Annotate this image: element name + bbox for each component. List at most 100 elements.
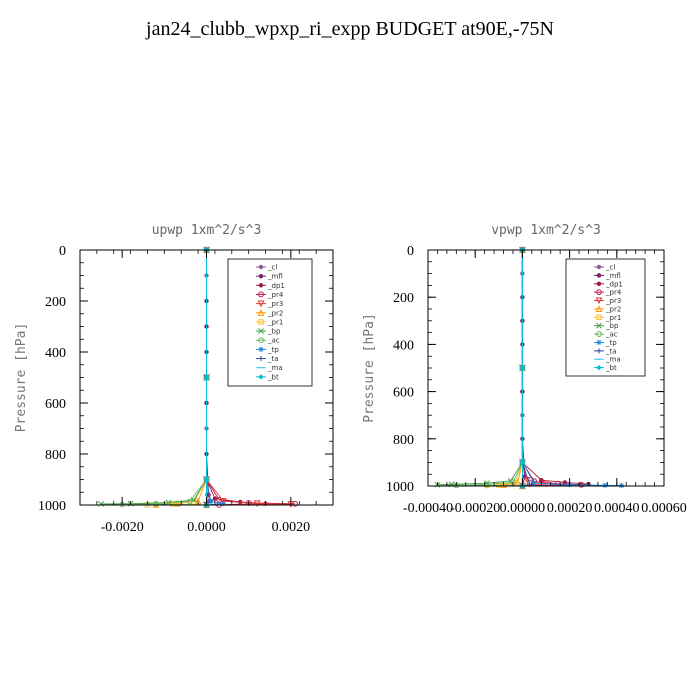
page-title: jan24_clubb_wpxp_ri_expp BUDGET at90E,-7… xyxy=(146,18,554,40)
panel-2-legend-label: _pr1 xyxy=(605,314,621,322)
panel-1-legend-marker xyxy=(258,273,264,279)
panel-1-x-tick-label: 0.0000 xyxy=(187,520,226,535)
panel-1-data-point xyxy=(186,498,193,505)
panel-1-legend-label: _ac xyxy=(267,337,280,345)
panel-2-legend-item: _tp xyxy=(594,339,617,347)
panel-2-legend-marker xyxy=(596,339,602,346)
panel-2-legend-item: _pr1 xyxy=(594,314,621,322)
panel-1-legend-label: _tp xyxy=(267,346,279,354)
panel-2-legend-item: _dp1 xyxy=(594,280,623,288)
panel-2-legend-item: _ac xyxy=(594,331,618,339)
panel-2-data-point xyxy=(484,480,490,487)
panel-1-legend: _cl_mfl_dp1_pr4_pr3_pr2_pr1_bp_ac_tp_ta_… xyxy=(227,258,313,387)
panel-1-legend-item: _pr3 xyxy=(256,300,283,308)
panel-1-legend-marker xyxy=(257,300,265,308)
panel-1-legend-item: _ac xyxy=(256,337,280,345)
panel-1-series-pr1 xyxy=(144,247,210,508)
panel-1-legend-marker xyxy=(258,283,264,288)
panel-2-legend-marker xyxy=(595,297,603,305)
panel-1-legend-marker xyxy=(258,291,264,298)
panel-2-legend-marker xyxy=(596,273,602,278)
panel-1-data-point xyxy=(153,500,159,507)
panel-2-series-bt xyxy=(519,247,525,489)
panel-1-legend-label: _pr1 xyxy=(267,318,283,326)
panel-2-x-tick-label: -0.00040 xyxy=(403,501,453,516)
panel-1-legend-box xyxy=(227,258,313,387)
panel-1-legend-marker xyxy=(258,355,264,362)
panel-2-legend-box xyxy=(565,258,646,377)
panel-2-legend-label: _ta xyxy=(605,347,617,355)
panel-2-legend-marker xyxy=(595,305,603,313)
panel-2-data-point xyxy=(531,480,537,486)
panel-1-subtitle: upwp 1xm^2/s^3 xyxy=(152,223,262,238)
panel-2-legend-item: _bp xyxy=(594,322,619,330)
panel-2-legend-label: _ac xyxy=(605,331,618,339)
panel-1-legend-label: _pr4 xyxy=(267,291,284,299)
panel-2-x-tick-label: 0.00000 xyxy=(500,501,546,516)
panel-1-data-point xyxy=(98,501,105,507)
panel-1-legend-label: _pr2 xyxy=(267,309,283,317)
panel-1-legend-label: _pr3 xyxy=(267,300,283,308)
panel-2-legend-marker xyxy=(596,331,602,337)
panel-1-series-line xyxy=(101,250,207,506)
panel-2-legend-marker xyxy=(596,314,602,321)
panel-1-y-tick-label: 600 xyxy=(45,397,66,412)
panel-1-series-line xyxy=(122,250,207,506)
panel-1-legend-item: _ta xyxy=(256,355,279,363)
panel-2-y-tick-label: 600 xyxy=(393,386,414,401)
panel-1-legend-item: _bt xyxy=(256,373,279,381)
panel-2-data-point xyxy=(539,477,544,483)
panel-1-legend-label: _bt xyxy=(267,373,279,381)
panel-2-legend-marker xyxy=(596,281,602,286)
panel-1-data-point xyxy=(203,374,210,381)
panel-2-data-point xyxy=(500,481,507,488)
panel-1-legend-item: _cl xyxy=(256,264,277,272)
panel-2-legend-item: _pr4 xyxy=(594,289,622,297)
panel-2-series-ac xyxy=(453,247,526,489)
panel-2-legend-item: _pr2 xyxy=(594,305,621,313)
panel-2-legend-label: _mfl xyxy=(605,272,621,280)
panel-1-legend-marker xyxy=(258,264,264,270)
panel-2-series-line xyxy=(456,250,523,487)
panel-2-y-tick-label: 200 xyxy=(393,291,414,306)
panel-2-legend-label: _bp xyxy=(605,322,619,330)
panel-2-legend-label: _pr3 xyxy=(605,297,621,305)
panel-1-legend-label: _ma xyxy=(267,364,283,372)
panel-2-legend-label: _ma xyxy=(605,356,621,364)
panel-1-series-pr2 xyxy=(152,246,210,509)
panel-1-data-point xyxy=(253,500,261,508)
panel-1-data-point xyxy=(208,498,214,504)
panel-1-y-tick-label: 400 xyxy=(45,346,66,361)
panel-2-legend-marker xyxy=(596,289,602,296)
panel-2-x-tick-label: 0.00060 xyxy=(641,501,687,516)
panel-1-x-tick-label: 0.0020 xyxy=(272,520,311,535)
panel-1-y-tick-label: 800 xyxy=(45,448,66,463)
panel-2-series-line xyxy=(437,250,523,487)
panel-2-legend-label: _pr4 xyxy=(605,289,622,297)
panel-1-series-ac xyxy=(119,247,210,508)
panel-2-y-axis-label: Pressure [hPa] xyxy=(362,313,377,423)
panel-1-y-tick-label: 0 xyxy=(59,244,66,259)
panel-1-series-line xyxy=(147,250,207,506)
panel-2-legend-label: _cl xyxy=(605,264,615,272)
panel-2-x-tick-label: -0.00020 xyxy=(450,501,500,516)
panel-1-series-bt xyxy=(203,247,210,508)
panel-2-series-pr1 xyxy=(484,247,526,489)
panel-2-legend-label: _bt xyxy=(605,364,617,372)
panel-1-legend-item: _dp1 xyxy=(256,282,285,290)
panel-1-y-tick-label: 1000 xyxy=(38,499,66,514)
panel-2-legend-label: _dp1 xyxy=(605,280,623,288)
panel-2-x-tick-label: 0.00040 xyxy=(594,501,640,516)
panel-2-legend: _cl_mfl_dp1_pr4_pr3_pr2_pr1_bp_ac_tp_ta_… xyxy=(565,258,646,377)
panel-1-legend-marker xyxy=(258,374,264,380)
panel-1-y-tick-label: 200 xyxy=(45,295,66,310)
panel-2-data-point xyxy=(602,482,608,488)
panel-2-legend-marker xyxy=(596,348,602,354)
panel-1-legend-item: _ma xyxy=(256,364,283,372)
panel-1-x-tick-label: -0.0020 xyxy=(101,520,144,535)
panel-1-legend-item: _bp xyxy=(256,328,281,336)
panel-1-plot: upwp 1xm^2/s^3 Pressure [hPa] 0 200 400 600 80… xyxy=(14,223,334,535)
panel-2-legend-item: _cl xyxy=(594,264,615,272)
panel-1-legend-item: _tp xyxy=(256,346,279,354)
panel-2-legend-item: _mfl xyxy=(594,272,621,280)
